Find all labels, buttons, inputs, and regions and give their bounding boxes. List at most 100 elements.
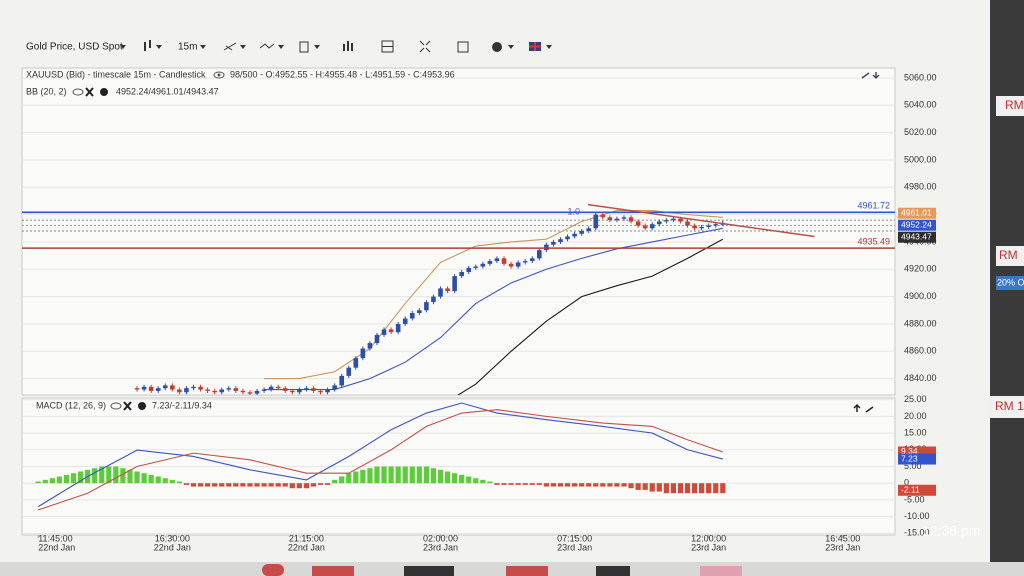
price-tag <box>898 453 936 465</box>
candle-body <box>170 385 175 390</box>
macd-plot <box>22 399 895 534</box>
trash-icon[interactable] <box>299 41 320 53</box>
histogram-bar <box>663 483 669 494</box>
candle-body <box>198 386 203 390</box>
price-plot <box>22 77 895 395</box>
timeframe-selector[interactable]: 15m <box>178 42 197 53</box>
candle-body <box>381 329 387 335</box>
candle-body <box>275 386 281 389</box>
volume-icon[interactable] <box>343 41 353 51</box>
candle-body <box>162 385 168 389</box>
x-tick-date: 22nd Jan <box>38 542 75 552</box>
histogram-bar <box>473 478 479 484</box>
candle-type-icon[interactable] <box>144 40 162 51</box>
histogram-bar <box>56 476 63 484</box>
histogram-bar <box>226 483 232 487</box>
histogram-bar <box>487 481 493 484</box>
histogram-bar <box>120 468 126 484</box>
histogram-bar <box>543 483 549 487</box>
histogram-bar <box>113 466 119 484</box>
indicator-controls[interactable] <box>72 87 108 97</box>
histogram-bar <box>275 483 281 487</box>
candle-body <box>402 318 408 324</box>
y-tick-label: -15.00 <box>904 528 930 538</box>
macd-controls[interactable] <box>110 401 146 411</box>
dropdown-arrow[interactable] <box>120 45 126 49</box>
candle-body <box>551 241 556 245</box>
candle-body <box>494 258 500 262</box>
histogram-bar <box>437 469 444 484</box>
candle-body <box>438 288 443 297</box>
candle-body <box>614 218 620 221</box>
dropdown-arrow[interactable] <box>200 45 206 49</box>
candle-body <box>134 388 140 390</box>
symbol-selector[interactable]: Gold Price, USD Spot <box>26 42 123 53</box>
histogram-bar <box>579 483 585 487</box>
histogram-bar <box>70 473 77 484</box>
crop-icon[interactable] <box>457 41 469 53</box>
side-label: 20% O <box>997 277 1024 287</box>
candle-body <box>325 389 330 393</box>
bollinger-line <box>264 227 723 391</box>
macd-panel-controls[interactable] <box>853 403 874 413</box>
panel-controls[interactable] <box>861 72 880 80</box>
side-ad <box>996 96 1024 116</box>
macd-title: MACD (12, 26, 9) <box>36 400 106 410</box>
candle-body <box>635 221 641 226</box>
x-tick-date: 23rd Jan <box>557 542 592 552</box>
histogram-bar <box>176 481 182 484</box>
theme-icon[interactable] <box>492 42 514 52</box>
candle-body <box>600 214 606 218</box>
candle-body <box>374 334 380 344</box>
candle-body <box>346 367 352 376</box>
indicator-icon[interactable] <box>259 43 284 49</box>
price-tag-label: -2.11 <box>901 485 920 495</box>
x-tick-label: 16:45:00 <box>825 533 860 543</box>
y-tick-label: 5060.00 <box>904 72 937 82</box>
layout-icon[interactable] <box>381 40 394 53</box>
candle-body <box>304 388 309 390</box>
histogram-bar <box>219 483 225 487</box>
candle-body <box>713 224 719 226</box>
histogram-bar <box>586 483 592 487</box>
price-tag-label: 4961.01 <box>901 207 932 217</box>
draw-tool-icon[interactable] <box>223 42 246 51</box>
histogram-bar <box>430 468 437 484</box>
histogram-bar <box>621 483 627 487</box>
strip-ad <box>312 566 354 576</box>
histogram-bar <box>564 483 571 487</box>
histogram-bar <box>183 483 190 485</box>
ohlc-info: 98/500 - O:4952.55 - H:4955.48 - L:4951.… <box>230 69 455 79</box>
histogram-bar <box>197 483 204 487</box>
candle-body <box>289 390 295 393</box>
histogram-bar <box>324 483 331 485</box>
language-flag[interactable] <box>529 42 552 51</box>
y-tick-label: 20.00 <box>904 411 927 421</box>
histogram-bar <box>106 466 112 484</box>
strip-ad <box>404 566 454 576</box>
price-tag <box>898 484 936 496</box>
side-label: RM <box>1005 98 1024 112</box>
visibility-icon[interactable] <box>213 71 225 79</box>
candle-body <box>649 224 655 229</box>
y-tick-label: 4840.00 <box>904 373 937 383</box>
candle-body <box>431 296 436 303</box>
y-tick-label: 4900.00 <box>904 291 937 301</box>
histogram-bar <box>466 476 472 484</box>
histogram-bar <box>42 479 48 484</box>
x-tick-label: 02:00:00 <box>423 533 458 543</box>
candle-body <box>424 302 429 311</box>
histogram-bar <box>374 466 380 484</box>
candle-body <box>480 263 486 267</box>
histogram-bar <box>395 466 401 484</box>
fullscreen-icon[interactable] <box>419 40 431 53</box>
candle-body <box>473 266 479 268</box>
candle-body <box>579 231 584 234</box>
candle-body <box>656 221 662 225</box>
y-tick-label: -10.00 <box>904 511 930 521</box>
histogram-bar <box>402 466 408 484</box>
candle-body <box>367 343 373 349</box>
side-ad <box>996 276 1024 290</box>
candle-body <box>409 313 415 319</box>
